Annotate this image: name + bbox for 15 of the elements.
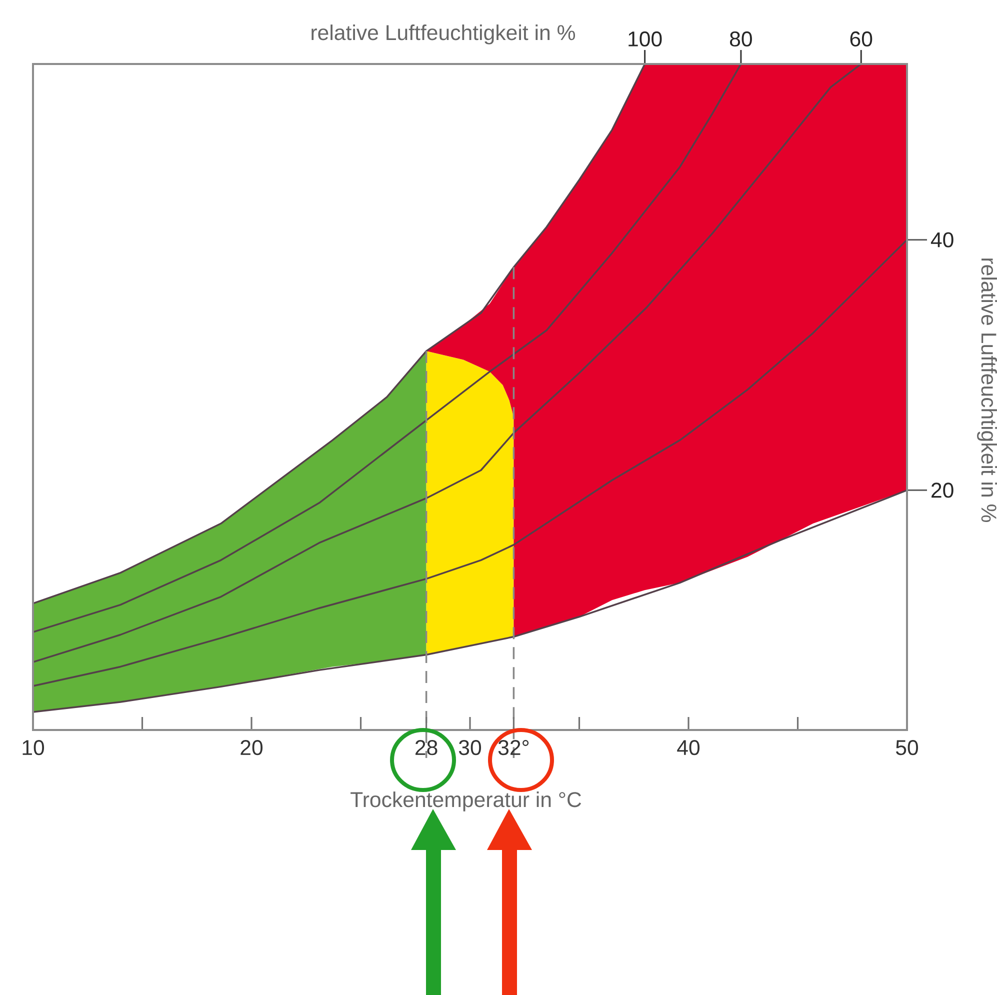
x-tick-label: 40 bbox=[677, 740, 700, 756]
series-label: 100 bbox=[628, 31, 662, 47]
x-tick-label: 10 bbox=[22, 740, 44, 756]
series-label: 40 bbox=[930, 232, 954, 248]
series-label: 20 bbox=[932, 482, 954, 498]
chart-title: relative Luftfeuchtigkeit in % bbox=[312, 24, 576, 44]
x-tick-label: 30 bbox=[458, 740, 482, 756]
x-tick-label: 20 bbox=[240, 740, 263, 756]
x-tick-label: 50 bbox=[896, 740, 918, 756]
series-label: 80 bbox=[730, 31, 752, 47]
x-tick-label: 28 bbox=[416, 740, 438, 756]
series-label: 60 bbox=[850, 31, 872, 47]
x-axis-title: Trockentemperatur in °C bbox=[350, 792, 582, 812]
y2-axis-title: relative Luftfeuchtigkeit in % bbox=[977, 258, 997, 522]
x-tick-label: 32° bbox=[498, 740, 529, 756]
